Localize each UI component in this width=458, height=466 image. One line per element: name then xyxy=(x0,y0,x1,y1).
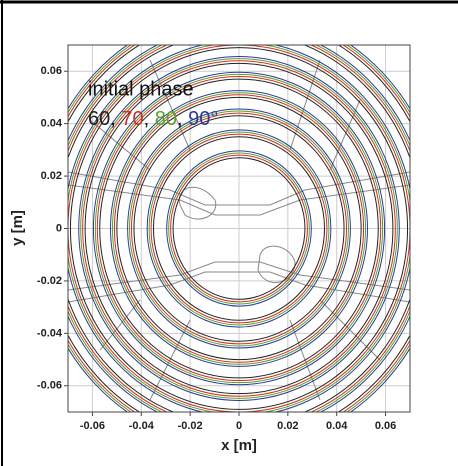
orbit xyxy=(166,150,312,307)
ticks: -0.06 -0.04 -0.02 0 0.02 0.04 0.06 -0.06 -0.04 -0… xyxy=(37,65,396,432)
y-tick-label: -0.04 xyxy=(37,327,63,339)
annotation: initial phase xyxy=(88,78,194,100)
orbit xyxy=(129,110,349,347)
orbit xyxy=(113,94,365,363)
orbit xyxy=(116,96,362,361)
legend-entry: 90° xyxy=(188,108,218,130)
legend-separator: , xyxy=(177,108,188,130)
x-tick-label: 0 xyxy=(236,420,242,432)
legend-entry: 60 xyxy=(88,108,110,130)
orbit xyxy=(168,152,310,305)
x-tick-label: -0.02 xyxy=(178,420,203,432)
orbit xyxy=(153,136,325,321)
legend: 60, 70, 80, 90° xyxy=(88,108,218,130)
orbit xyxy=(92,71,386,386)
source xyxy=(257,245,296,283)
x-tick-label: -0.04 xyxy=(129,420,155,432)
orbit xyxy=(127,108,351,349)
orbit xyxy=(110,90,368,367)
x-tick-label: 0.06 xyxy=(375,420,396,432)
orbit xyxy=(131,112,347,345)
legend-separator: , xyxy=(144,108,155,130)
y-tick-label: 0.06 xyxy=(41,65,62,77)
orbit xyxy=(80,58,398,399)
x-tick-label: -0.06 xyxy=(80,420,105,432)
orbit xyxy=(133,115,345,342)
orbit xyxy=(172,157,306,300)
orbit xyxy=(94,73,384,384)
legend-separator: , xyxy=(110,108,121,130)
y-tick-label: 0 xyxy=(56,222,62,234)
orbit xyxy=(84,62,394,395)
y-tick-label: -0.02 xyxy=(37,275,62,287)
y-tick-label: 0.02 xyxy=(41,170,62,182)
dee-edge xyxy=(89,99,381,361)
orbit xyxy=(148,131,330,326)
y-tick-label: 0.04 xyxy=(41,118,63,130)
y-axis-label: y [m] xyxy=(9,210,26,246)
orbit xyxy=(82,60,396,397)
orbit xyxy=(170,154,308,303)
y-tick-label: -0.06 xyxy=(37,380,62,392)
orbit xyxy=(96,75,382,382)
orbits xyxy=(68,45,410,412)
dee-edge xyxy=(68,184,410,216)
orbit xyxy=(150,133,328,324)
x-axis-label: x [m] xyxy=(221,437,257,454)
x-tick-label: 0.04 xyxy=(326,420,348,432)
orbit xyxy=(146,129,332,328)
x-tick-label: 0.02 xyxy=(277,420,298,432)
orbit xyxy=(99,78,379,379)
dee-edge xyxy=(68,271,410,303)
dee-edge xyxy=(149,59,321,401)
legend-entry: 80 xyxy=(155,108,177,130)
legend-entry: 70 xyxy=(121,108,143,130)
orbit xyxy=(78,56,400,401)
orbit xyxy=(69,47,409,410)
orbit xyxy=(111,92,367,365)
